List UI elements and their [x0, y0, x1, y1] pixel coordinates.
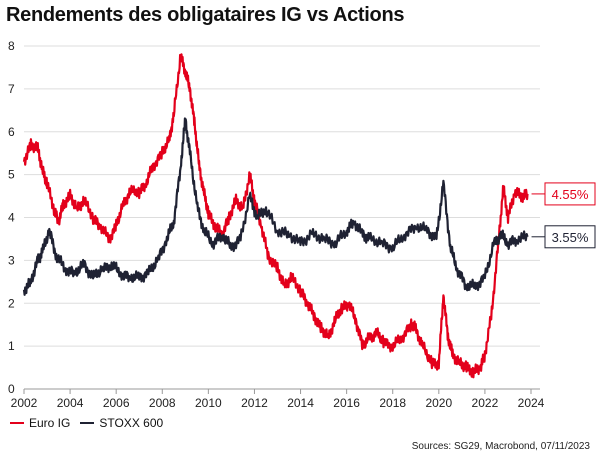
y-tick-label: 1 — [8, 339, 15, 353]
x-tick-label: 2022 — [472, 396, 499, 410]
x-tick-label: 2012 — [241, 396, 268, 410]
grid-lines — [24, 45, 540, 390]
legend-item-stoxx-600: STOXX 600 — [80, 416, 163, 430]
series-line-stoxx-600 — [22, 117, 529, 296]
legend: Euro IG STOXX 600 — [10, 416, 173, 430]
x-tick-label: 2010 — [195, 396, 222, 410]
legend-swatch-stoxx-600 — [80, 421, 95, 425]
x-tick-label: 2024 — [518, 396, 545, 410]
end-label-box — [544, 182, 596, 206]
legend-label-euro-ig: Euro IG — [29, 416, 71, 430]
x-tick-label: 2020 — [425, 396, 452, 410]
y-tick-label: 7 — [8, 82, 15, 96]
y-tick-label: 0 — [8, 382, 15, 396]
y-axis-ticks: 0 1 2 3 4 5 6 7 8 — [8, 39, 15, 396]
source-note: Sources: SG29, Macrobond, 07/11/2023 — [411, 441, 590, 452]
x-tick-label: 2006 — [103, 396, 130, 410]
x-tick-label: 2016 — [333, 396, 360, 410]
y-tick-label: 6 — [8, 125, 15, 139]
end-value-label: 4.55% — [552, 187, 589, 202]
y-tick-label: 8 — [8, 39, 15, 53]
y-tick-label: 3 — [8, 253, 15, 267]
legend-swatch-euro-ig — [10, 421, 24, 425]
chart-series — [22, 53, 529, 379]
legend-item-euro-ig: Euro IG — [10, 416, 70, 430]
series-line-euro-ig — [22, 53, 529, 379]
end-value-label: 3.55% — [552, 230, 589, 245]
x-tick-label: 2014 — [287, 396, 314, 410]
end-value-labels: 4.55% 3.55% — [531, 182, 596, 249]
x-tick-label: 2008 — [149, 396, 176, 410]
x-tick-label: 2002 — [11, 396, 38, 410]
x-tick-label: 2004 — [57, 396, 84, 410]
y-tick-label: 2 — [8, 296, 15, 310]
legend-label-stoxx-600: STOXX 600 — [99, 416, 164, 430]
y-tick-label: 4 — [8, 211, 15, 225]
x-axis-ticks: 2002 2004 2006 2008 2010 2012 2014 2016 2018 2020… — [11, 389, 545, 410]
y-tick-label: 5 — [8, 168, 15, 182]
end-label-box — [544, 225, 596, 249]
chart-title: Rendements des obligataires IG vs Action… — [6, 4, 405, 26]
x-tick-label: 2018 — [379, 396, 406, 410]
